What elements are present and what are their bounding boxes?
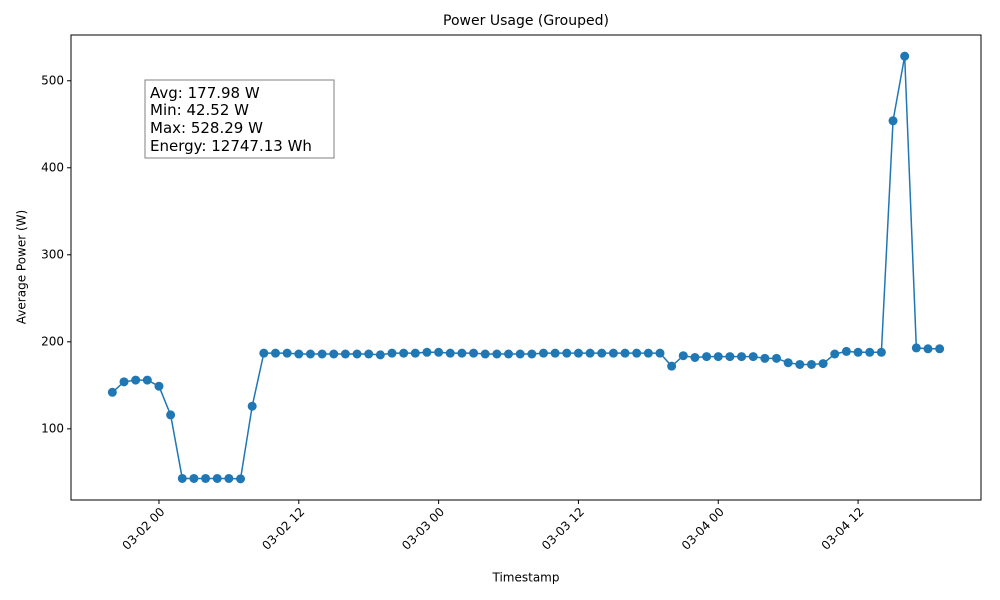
data-point xyxy=(189,473,199,483)
data-point xyxy=(317,349,327,359)
x-tick-label: 03-02 12 xyxy=(259,505,307,553)
data-point xyxy=(876,347,886,357)
x-tick-label: 03-03 12 xyxy=(539,505,587,553)
x-tick-label: 03-02 00 xyxy=(120,505,168,553)
x-tick-label: 03-03 00 xyxy=(399,505,447,553)
y-axis-label: Average Power (W) xyxy=(15,210,29,324)
data-point xyxy=(422,347,432,357)
data-point xyxy=(538,348,548,358)
data-point xyxy=(445,348,455,358)
data-point xyxy=(748,352,758,362)
y-tick-label: 400 xyxy=(41,160,64,174)
data-point xyxy=(550,348,560,358)
data-point xyxy=(667,361,677,371)
data-point xyxy=(399,348,409,358)
data-point xyxy=(655,348,665,358)
data-point xyxy=(212,473,222,483)
data-point xyxy=(911,343,921,353)
annotation: Max: 528.29 W xyxy=(150,119,263,137)
data-point xyxy=(597,348,607,358)
data-point xyxy=(725,352,735,362)
data-point xyxy=(573,348,583,358)
annotation: Min: 42.52 W xyxy=(150,101,249,119)
data-point xyxy=(690,352,700,362)
data-point xyxy=(119,377,129,387)
data-point xyxy=(632,348,642,358)
data-point xyxy=(737,352,747,362)
data-point xyxy=(154,381,164,391)
data-point xyxy=(224,473,234,483)
data-point xyxy=(480,349,490,359)
data-point xyxy=(515,349,525,359)
annotation: Avg: 177.98 W xyxy=(150,84,260,102)
data-point xyxy=(702,352,712,362)
data-point xyxy=(410,348,420,358)
data-point xyxy=(888,116,898,126)
y-tick-label: 300 xyxy=(41,247,64,261)
plot-frame xyxy=(70,34,982,501)
data-point xyxy=(806,359,816,369)
data-point xyxy=(760,353,770,363)
data-point xyxy=(562,348,572,358)
data-point xyxy=(865,347,875,357)
data-point xyxy=(457,348,467,358)
data-point xyxy=(713,352,723,362)
data-point xyxy=(900,51,910,61)
x-tick-label: 03-04 00 xyxy=(679,505,727,553)
data-point xyxy=(364,349,374,359)
chart-title: Power Usage (Grouped) xyxy=(443,13,609,29)
data-point xyxy=(375,350,385,360)
data-point xyxy=(504,349,514,359)
data-point xyxy=(585,348,595,358)
data-point xyxy=(853,347,863,357)
data-point xyxy=(294,349,304,359)
annotation: Energy: 12747.13 Wh xyxy=(150,137,312,155)
data-point xyxy=(643,348,653,358)
data-point xyxy=(818,359,828,369)
data-point xyxy=(305,349,315,359)
x-axis-label: Timestamp xyxy=(492,571,560,585)
data-point xyxy=(935,344,945,354)
data-point xyxy=(434,347,444,357)
data-point xyxy=(282,348,292,358)
data-point xyxy=(492,349,502,359)
data-point xyxy=(329,349,339,359)
data-point xyxy=(841,346,851,356)
data-point xyxy=(608,348,618,358)
data-point xyxy=(166,410,176,420)
data-point xyxy=(201,473,211,483)
data-point xyxy=(131,375,141,385)
data-point xyxy=(923,344,933,354)
data-point xyxy=(236,474,246,484)
data-point xyxy=(340,349,350,359)
data-point xyxy=(270,348,280,358)
data-point xyxy=(469,348,479,358)
data-point xyxy=(620,348,630,358)
y-tick-label: 100 xyxy=(41,421,64,435)
data-point xyxy=(795,359,805,369)
data-point xyxy=(177,473,187,483)
data-point xyxy=(772,353,782,363)
data-point xyxy=(387,348,397,358)
x-tick-label: 03-04 12 xyxy=(819,505,867,553)
data-point xyxy=(107,387,117,397)
annotation-box xyxy=(144,79,335,159)
data-point xyxy=(678,351,688,361)
data-point xyxy=(247,401,257,411)
y-tick-label: 500 xyxy=(41,73,64,87)
data-point xyxy=(783,358,793,368)
data-point xyxy=(352,349,362,359)
data-point xyxy=(830,349,840,359)
data-point xyxy=(142,375,152,385)
data-point xyxy=(259,348,269,358)
y-tick-label: 200 xyxy=(41,334,64,348)
data-point xyxy=(527,349,537,359)
